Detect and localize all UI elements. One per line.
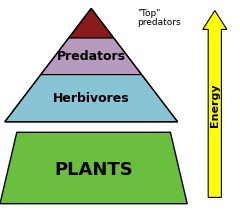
Text: Energy: Energy xyxy=(210,83,220,127)
Text: Herbivores: Herbivores xyxy=(53,92,130,105)
Text: Predators: Predators xyxy=(57,50,126,63)
Polygon shape xyxy=(0,132,187,204)
Polygon shape xyxy=(5,75,178,122)
Polygon shape xyxy=(69,8,114,38)
Polygon shape xyxy=(41,38,142,75)
Text: PLANTS: PLANTS xyxy=(54,161,133,179)
Text: predators: predators xyxy=(137,18,180,26)
FancyArrow shape xyxy=(203,10,227,197)
Text: "Top": "Top" xyxy=(137,9,160,18)
